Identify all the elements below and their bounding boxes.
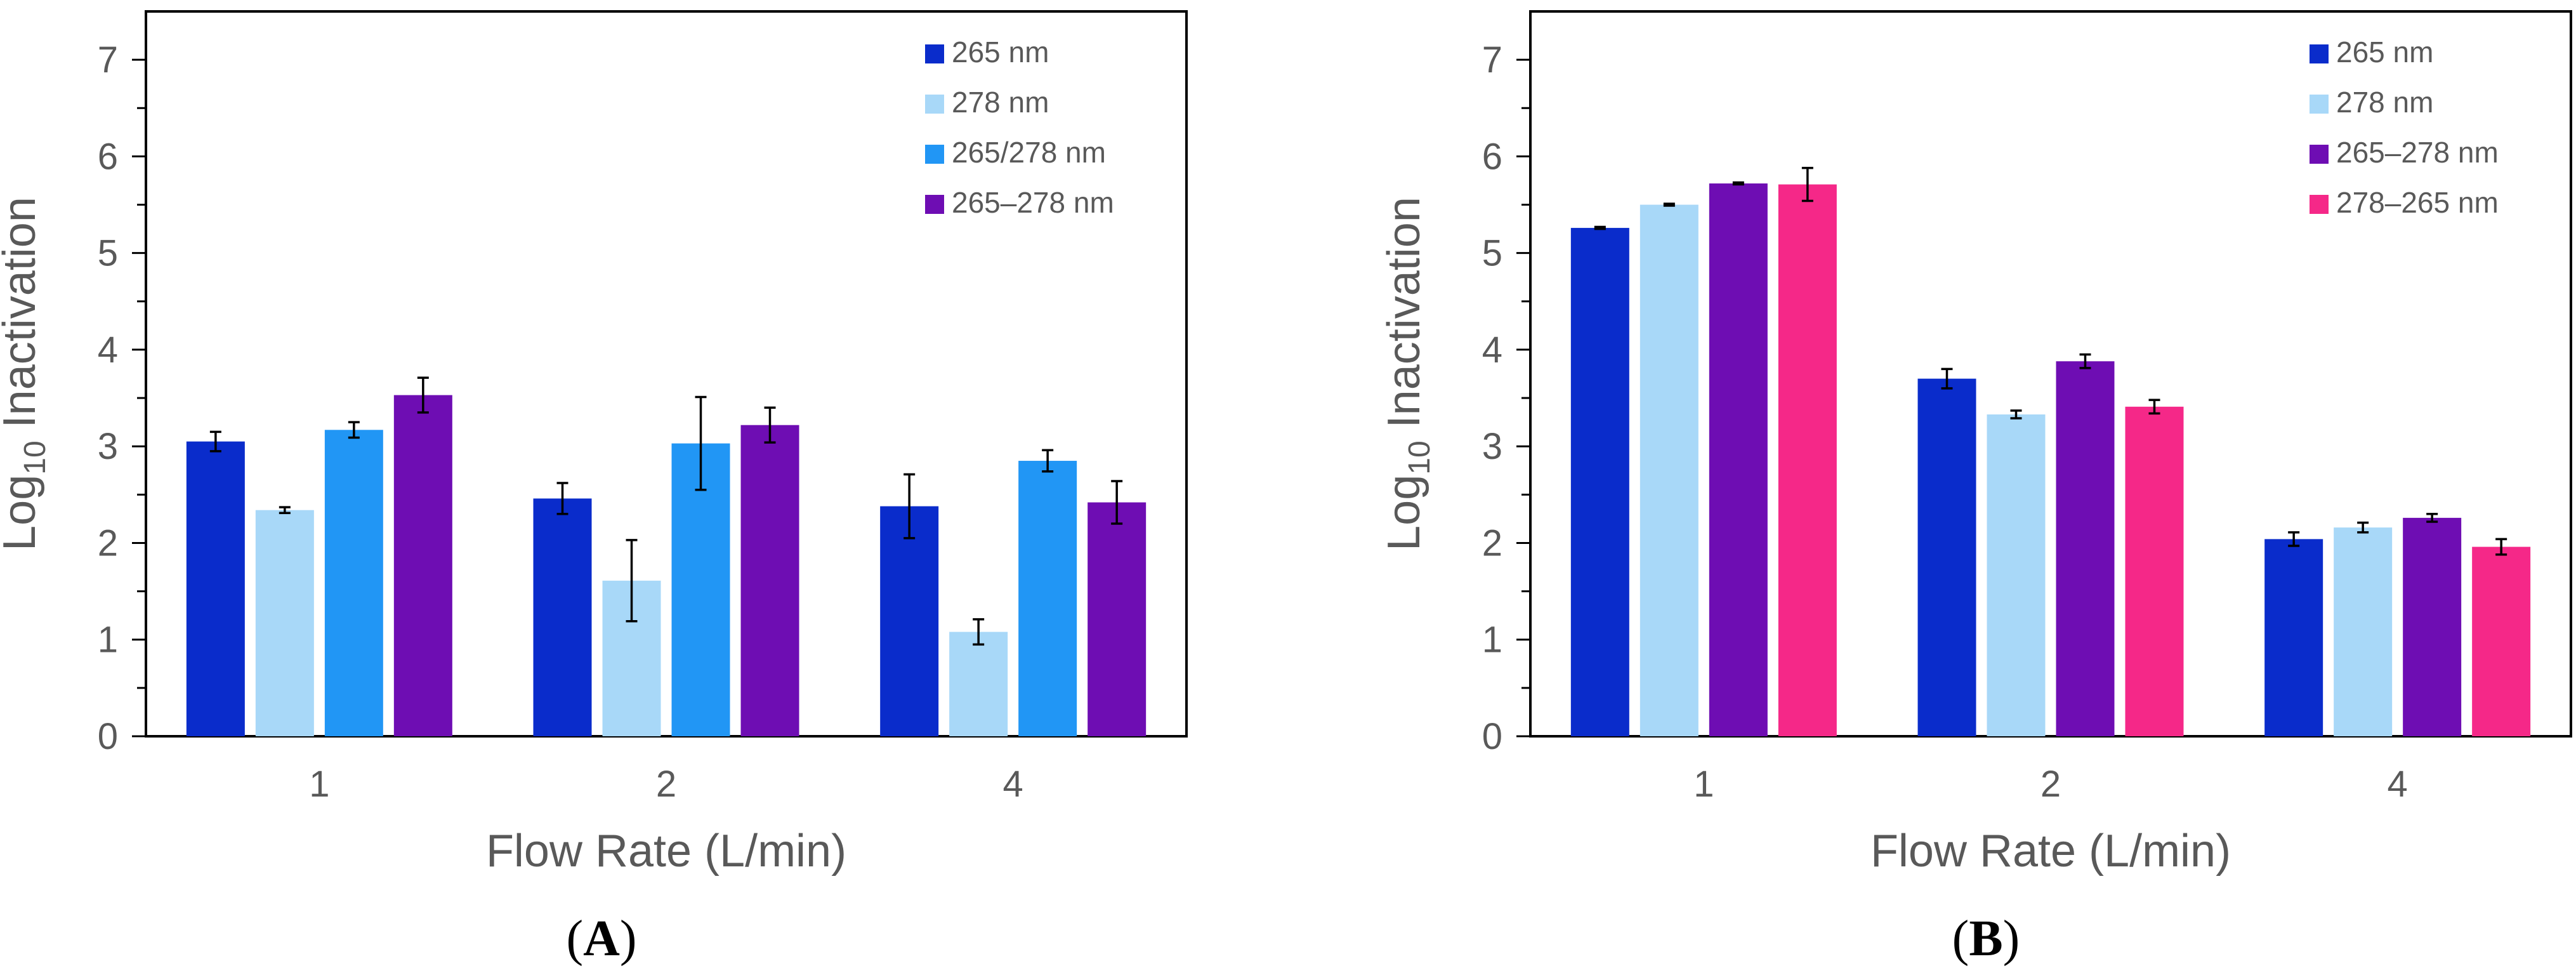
legend-label: 278–265 nm: [2336, 186, 2499, 219]
legend-label: 265 nm: [952, 36, 1049, 69]
y-tick-label: 1: [98, 619, 118, 661]
x-axis-label: Flow Rate (L/min): [1870, 826, 2231, 877]
chart-panel-b: 0 1 2 3 4 5 6 7 Log10 Inactivation 1 2 4 Flow Rate (…: [1379, 10, 2572, 967]
x-tick-label: 2: [656, 764, 676, 805]
x-axis-label: Flow Rate (L/min): [486, 826, 846, 877]
y-axis-label-rest: Inactivation: [1379, 197, 1429, 440]
x-tick-label: 1: [1693, 764, 1714, 805]
y-axis-label-base: Log: [0, 475, 45, 551]
bar-265-278-nm: [2403, 517, 2462, 736]
legend-swatch: [2310, 95, 2329, 114]
chart-panel-a: 0 1 2 3 4 5 6 7 Log10 Inactivation 1 2 4 Flow Rate (…: [0, 10, 1188, 967]
caption-letter: B: [1969, 911, 2002, 967]
legend-label: 278 nm: [952, 86, 1049, 119]
bar-265-278-nm: [740, 425, 799, 736]
legend-label: 278 nm: [2336, 86, 2433, 119]
caption-open-paren: (: [1952, 911, 1969, 967]
bar-278-265-nm: [2472, 546, 2531, 736]
y-tick-label: 2: [1482, 522, 1502, 564]
legend-label: 265–278 nm: [2336, 136, 2499, 169]
plot-frame: [1529, 10, 2572, 738]
bar-265-278-nm: [324, 430, 383, 736]
y-tick-label: 2: [98, 522, 118, 564]
legend-label: 265–278 nm: [952, 186, 1114, 219]
y-axis-label-base: Log: [1379, 475, 1429, 551]
y-axis-label: Log10 Inactivation: [1379, 197, 1436, 551]
bar-265-278-nm: [1709, 183, 1768, 736]
y-tick-label: 6: [98, 136, 118, 177]
y-tick-label: 7: [98, 39, 118, 81]
panel-caption: (B): [1952, 911, 2020, 967]
legend-label: 265 nm: [2336, 36, 2433, 69]
bar-278-265-nm: [1778, 184, 1837, 736]
y-tick-label: 1: [1482, 619, 1502, 661]
y-axis-label-subscript: 10: [18, 440, 52, 474]
y-tick-label: 0: [1482, 716, 1502, 757]
bar-265-278-nm: [2056, 361, 2115, 736]
y-tick-label: 5: [98, 233, 118, 274]
y-tick-label: 4: [98, 329, 118, 371]
caption-close-paren: ): [620, 911, 637, 967]
legend-swatch: [925, 145, 944, 164]
y-axis-label-subscript: 10: [1403, 440, 1436, 474]
bar-265-278-nm: [393, 395, 452, 736]
y-tick-label: 5: [1482, 233, 1502, 274]
y-axis-label-rest: Inactivation: [0, 197, 45, 440]
panel-caption: (A): [566, 911, 636, 967]
bar-265-278-nm: [1018, 461, 1077, 736]
legend-swatch: [2310, 145, 2329, 164]
bar-265-nm: [2264, 539, 2323, 736]
y-tick-label: 0: [98, 716, 118, 757]
y-tick-label: 3: [1482, 426, 1502, 467]
bar-278-nm: [1987, 414, 2046, 736]
x-tick-label: 1: [309, 764, 329, 805]
x-tick-label: 4: [2388, 764, 2408, 805]
bar-278-265-nm: [2125, 406, 2184, 736]
bar-265-nm: [1917, 378, 1976, 736]
bar-265-nm: [186, 441, 245, 736]
y-axis-label: Log10 Inactivation: [0, 197, 52, 551]
legend-swatch: [925, 95, 944, 114]
bar-265-nm: [880, 506, 939, 736]
y-tick-label: 6: [1482, 136, 1502, 177]
caption-letter: A: [583, 911, 620, 967]
y-tick-label: 4: [1482, 329, 1502, 371]
caption-open-paren: (: [566, 911, 583, 967]
legend-label: 265/278 nm: [952, 136, 1106, 169]
bar-265-nm: [533, 498, 592, 736]
bar-278-nm: [255, 510, 314, 736]
x-tick-label: 2: [2040, 764, 2061, 805]
legend-swatch: [925, 195, 944, 214]
x-tick-label: 4: [1003, 764, 1023, 805]
bar-265-278-nm: [1088, 502, 1147, 736]
bar-278-nm: [2334, 527, 2393, 736]
legend-swatch: [2310, 44, 2329, 63]
legend-swatch: [925, 44, 944, 63]
bar-278-nm: [1640, 204, 1699, 736]
bar-265-278-nm: [671, 443, 730, 736]
bar-278-nm: [949, 632, 1008, 736]
y-tick-label: 7: [1482, 39, 1502, 81]
caption-close-paren: ): [2003, 911, 2020, 967]
legend-swatch: [2310, 195, 2329, 214]
plot-frame: [145, 10, 1188, 738]
y-tick-label: 3: [98, 426, 118, 467]
bar-265-nm: [1570, 228, 1629, 736]
